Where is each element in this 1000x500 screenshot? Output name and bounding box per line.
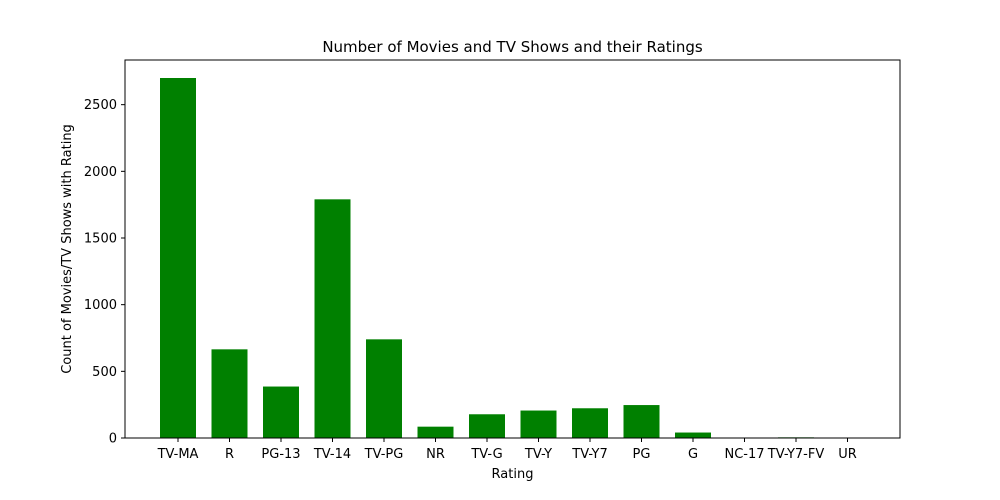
y-tick-label: 1000 [84,298,117,313]
bar-tv-y [520,410,557,438]
x-tick-label: TV-PG [364,447,404,462]
x-tick-label: TV-14 [313,447,351,462]
bar-tv-14 [314,199,351,438]
y-axis-label: Count of Movies/TV Shows with Rating [60,124,75,374]
y-tick-label: 0 [109,432,117,447]
bar-g [675,432,711,438]
chart-title: Number of Movies and TV Shows and their … [322,38,703,56]
x-tick-label: PG-13 [261,447,300,462]
plot-frame [124,59,901,439]
x-tick-label: NC-17 [724,447,764,462]
y-tick-label: 500 [92,365,117,380]
x-axis-ticks: TV-MA R PG-13 TV-14 TV-PG NR TV-G TV-Y TV-Y7 PG G N… [157,438,857,462]
x-tick-label: TV-Y [524,447,552,462]
bar-tv-ma [160,78,196,438]
y-axis-ticks: 0 500 1000 1500 2000 2500 [84,98,125,447]
x-tick-label: TV-G [470,447,502,462]
x-tick-label: TV-MA [157,447,199,462]
bar-tv-y7 [572,408,608,438]
bars-group [160,78,866,438]
x-tick-label: PG [633,447,651,462]
x-axis-label: Rating [492,467,534,482]
y-tick-label: 1500 [84,232,117,247]
x-tick-label: TV-Y7-FV [767,447,825,462]
x-tick-label: NR [426,447,445,462]
y-tick-label: 2000 [84,165,117,180]
x-tick-label: R [225,447,234,462]
bar-r [211,349,248,438]
bar-pg [623,405,660,438]
bar-tv-pg [366,339,402,438]
bar-tv-g [469,414,505,438]
x-tick-label: UR [838,447,857,462]
bar-nr [417,426,454,438]
y-tick-label: 2500 [84,98,117,113]
x-tick-label: TV-Y7 [571,447,607,462]
x-tick-label: G [688,447,698,462]
bar-pg-13 [263,386,299,438]
